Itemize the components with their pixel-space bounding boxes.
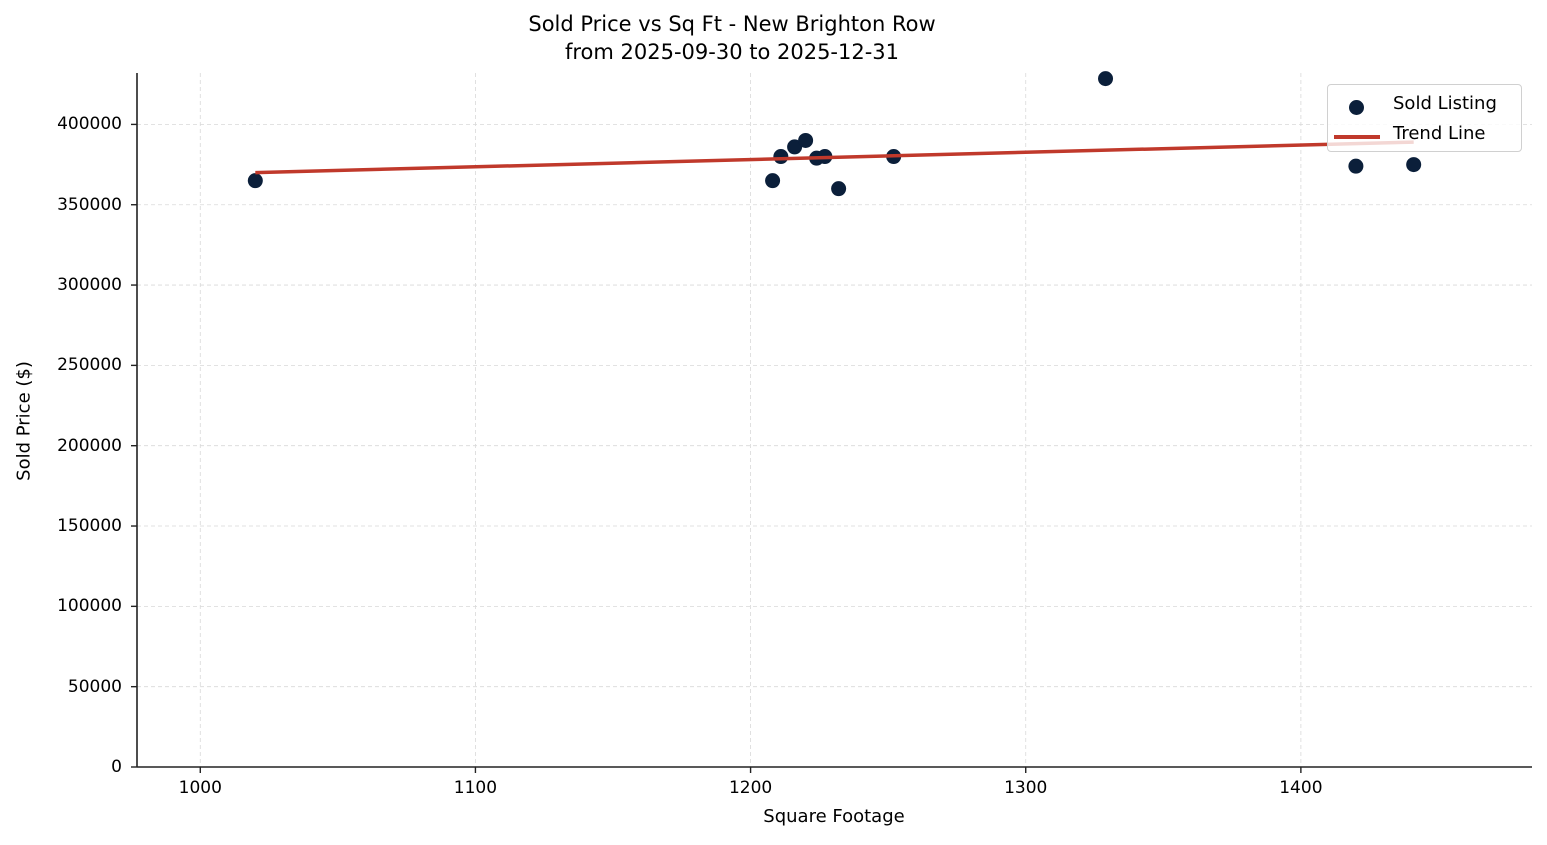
data-point: [787, 139, 803, 155]
y-tick-label: 200000: [57, 435, 122, 456]
y-tick-label: 350000: [57, 194, 122, 215]
chart-subtitle: from 2025-09-30 to 2025-12-31: [564, 40, 900, 64]
chart-title: Sold Price vs Sq Ft - New Brighton Row: [528, 12, 936, 36]
scatter-marker-icon: [1349, 100, 1364, 115]
data-point: [1406, 157, 1422, 173]
y-tick-label: 50000: [67, 676, 122, 697]
y-tick-label: 150000: [57, 516, 122, 537]
data-point: [765, 173, 781, 189]
legend-item-sold-listing: Sold Listing: [1328, 89, 1521, 117]
data-point: [798, 132, 814, 148]
legend: Sold Listing Trend Line: [1327, 84, 1522, 152]
y-tick-label: 100000: [57, 596, 122, 617]
data-point: [247, 173, 263, 189]
data-point: [1348, 158, 1364, 174]
x-tick-label: 1100: [453, 778, 498, 798]
data-point: [1098, 71, 1114, 87]
x-tick-label: 1000: [178, 778, 222, 798]
x-tick-label: 1200: [728, 778, 773, 798]
x-tick-label: 1400: [1279, 778, 1323, 798]
legend-label: Sold Listing: [1393, 93, 1497, 114]
data-point: [831, 181, 847, 197]
trend-line: [255, 140, 1414, 175]
data-point: [773, 149, 789, 165]
x-axis-label: Square Footage: [763, 806, 905, 827]
y-tick-label: 300000: [57, 275, 122, 296]
legend-label: Trend Line: [1393, 123, 1486, 144]
legend-item-trend-line: Trend Line: [1328, 119, 1521, 147]
y-axis-label: Sold Price ($): [13, 361, 35, 481]
y-tick-label: 0: [111, 757, 122, 777]
x-tick-label: 1300: [1004, 778, 1048, 798]
y-tick-label: 400000: [57, 114, 122, 135]
line-marker-icon: [1334, 135, 1380, 139]
y-tick-label: 250000: [57, 355, 122, 376]
